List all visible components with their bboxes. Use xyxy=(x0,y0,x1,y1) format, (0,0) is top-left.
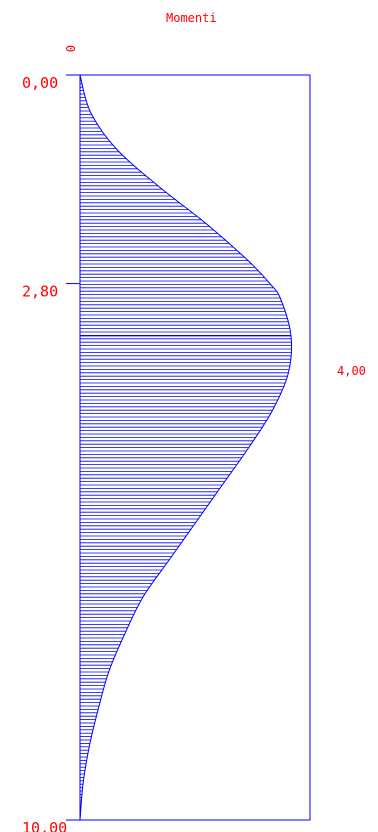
y-tick-label: 2,80 xyxy=(22,283,58,301)
moment-curve xyxy=(79,74,293,821)
diagram-title: Momenti xyxy=(166,11,217,25)
y-tick-label: 10,00 xyxy=(22,819,67,832)
max-value-label: 4,00 xyxy=(337,364,366,378)
y-axis-tick-labels: 0,00 2,80 10,00 xyxy=(22,74,67,832)
y-tick-label: 0,00 xyxy=(22,74,58,92)
y-axis-ticks xyxy=(66,74,80,821)
top-value-label: 0 xyxy=(63,45,77,52)
hatch-lines xyxy=(80,80,292,809)
